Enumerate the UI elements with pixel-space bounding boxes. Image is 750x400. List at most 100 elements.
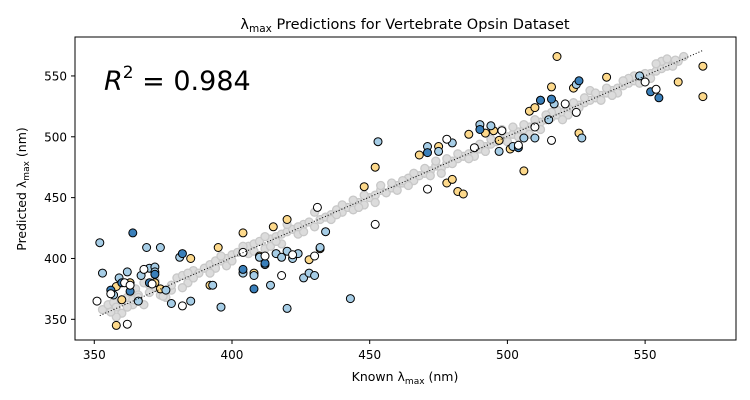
data-point — [475, 125, 485, 134]
data-point — [519, 166, 529, 176]
data-point — [494, 146, 504, 156]
data-point — [249, 284, 259, 294]
data-point — [607, 90, 617, 101]
series-4 — [92, 77, 661, 329]
data-point — [216, 251, 226, 261]
data-point — [139, 264, 149, 274]
data-point — [423, 184, 432, 194]
data-point — [208, 280, 218, 290]
data-point — [547, 135, 556, 145]
data-point — [331, 210, 342, 220]
data-point — [698, 92, 708, 102]
data-point — [698, 61, 708, 71]
data-point — [186, 296, 196, 306]
data-point — [166, 280, 177, 290]
data-point — [560, 99, 570, 109]
data-point — [453, 149, 463, 159]
x-axis: 350 400 450 500 550 — [83, 340, 657, 362]
x-tick-label: 400 — [221, 348, 244, 362]
x-tick-label: 450 — [358, 348, 381, 362]
data-point — [282, 303, 292, 313]
data-point — [436, 168, 446, 178]
data-point — [373, 137, 383, 147]
data-point — [530, 122, 540, 132]
data-point — [530, 103, 540, 113]
data-point — [434, 146, 444, 156]
data-point — [447, 174, 457, 184]
data-point — [312, 202, 322, 212]
data-point — [260, 231, 270, 242]
data-point — [227, 256, 237, 266]
data-point — [177, 249, 187, 259]
data-point — [508, 122, 518, 132]
series-2 — [95, 71, 645, 313]
data-point — [679, 51, 689, 62]
data-point — [238, 264, 248, 274]
data-point — [670, 55, 681, 65]
data-point — [147, 279, 157, 289]
data-point — [288, 250, 298, 260]
data-point — [547, 82, 556, 92]
data-point — [266, 280, 275, 290]
data-point — [577, 133, 587, 143]
data-point — [155, 243, 165, 252]
data-point — [519, 133, 529, 143]
data-point — [354, 202, 364, 213]
data-point — [618, 76, 628, 86]
x-tick-label: 350 — [83, 348, 106, 362]
data-point — [166, 299, 176, 308]
data-point — [557, 115, 568, 125]
data-point — [530, 133, 540, 143]
data-point — [574, 76, 584, 86]
data-point — [122, 319, 132, 329]
data-point — [122, 267, 132, 277]
data-point — [95, 238, 105, 248]
data-point — [651, 59, 661, 69]
data-point — [125, 280, 135, 290]
data-point — [409, 168, 419, 178]
r-squared-annotation: R2 = 0.984 — [104, 63, 251, 97]
data-point — [260, 251, 270, 261]
y-tick-label: 450 — [44, 191, 67, 205]
data-point — [142, 243, 152, 252]
data-point — [596, 95, 606, 105]
data-point — [277, 252, 287, 262]
data-point — [128, 228, 138, 238]
data-point — [205, 268, 215, 278]
data-point — [177, 301, 187, 311]
data-point — [602, 72, 612, 82]
data-point — [494, 135, 504, 145]
data-point — [458, 189, 468, 199]
data-point — [601, 83, 612, 93]
data-point — [640, 77, 650, 87]
data-point — [277, 271, 287, 280]
data-point — [442, 134, 452, 144]
data-point — [117, 295, 127, 305]
data-point — [271, 236, 281, 247]
plot-area — [92, 49, 708, 330]
data-point — [464, 129, 474, 139]
data-point — [513, 140, 523, 150]
data-point — [469, 143, 479, 153]
data-point — [321, 227, 331, 237]
data-point — [106, 289, 116, 299]
y-tick-label: 350 — [44, 313, 67, 327]
data-point — [177, 283, 188, 293]
data-point — [359, 182, 369, 192]
y-tick-label: 550 — [44, 69, 67, 83]
data-point — [423, 148, 432, 158]
data-point — [186, 254, 196, 263]
data-point — [293, 222, 303, 232]
data-point — [486, 121, 496, 131]
data-point — [310, 271, 320, 280]
data-point — [519, 119, 529, 130]
data-point — [111, 320, 121, 330]
data-point — [651, 84, 661, 94]
data-point — [590, 88, 601, 98]
data-point — [420, 163, 430, 174]
x-tick-label: 550 — [634, 348, 657, 362]
data-point — [315, 243, 325, 252]
y-tick-label: 400 — [44, 252, 67, 266]
data-point — [144, 287, 155, 298]
